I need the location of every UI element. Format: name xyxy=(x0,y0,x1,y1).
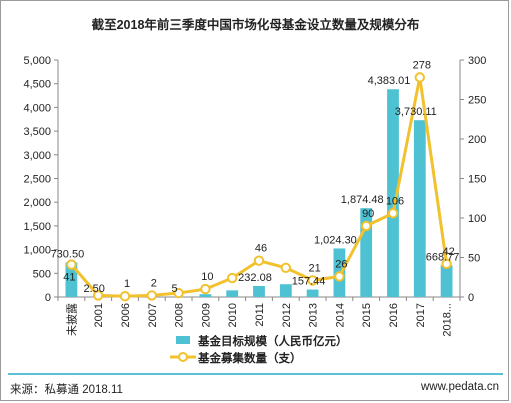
line-value-label: 10 xyxy=(201,271,213,283)
left-axis-tick-label: 500 xyxy=(33,268,51,280)
line-point xyxy=(361,220,372,232)
left-axis-tick-label: 1,500 xyxy=(23,221,51,233)
line-point xyxy=(334,271,345,282)
left-axis-tick-label: 0 xyxy=(45,292,51,304)
legend-bar-label: 基金目标规模（人民币亿元） xyxy=(197,334,348,348)
line-point xyxy=(387,208,399,219)
bar-value-label: 730.50 xyxy=(51,248,85,260)
bar-value-label: 5 xyxy=(172,283,178,295)
line-point xyxy=(146,290,158,301)
legend-line-marker xyxy=(178,352,188,362)
x-axis-tick-label: 2018... xyxy=(442,303,454,337)
line-point xyxy=(173,287,184,299)
bar-value-label: 668.77 xyxy=(426,251,460,263)
line-value-label: 106 xyxy=(386,195,404,207)
right-axis-tick-label: 200 xyxy=(468,134,486,146)
line-point xyxy=(93,290,104,301)
bar xyxy=(279,284,292,297)
line-value-label: 41 xyxy=(63,272,75,284)
line-value-label: 42 xyxy=(442,246,454,258)
x-axis-tick-label: 2007 xyxy=(147,303,159,327)
left-axis-tick-label: 4,500 xyxy=(23,79,51,91)
bar-value-label: 157.44 xyxy=(292,276,326,288)
x-axis-tick-label: 2006 xyxy=(120,303,132,327)
bar-value-label: 2.50 xyxy=(83,283,104,295)
right-axis-tick-label: 50 xyxy=(468,253,480,265)
x-axis-tick-label: 2017 xyxy=(415,303,427,327)
x-axis-tick-label: 2014 xyxy=(334,303,346,327)
x-axis-tick-label: 2011 xyxy=(254,303,266,327)
line-series xyxy=(66,72,452,302)
left-axis-tick-label: 2,000 xyxy=(23,197,51,209)
left-axis-tick-label: 1,000 xyxy=(23,245,51,257)
bar xyxy=(199,294,212,297)
bar-value-label: 1,874.48 xyxy=(341,194,384,206)
line-value-label: 46 xyxy=(255,243,267,255)
line-value-label: 90 xyxy=(362,208,374,220)
source-text: 来源：私募通 2018.11 xyxy=(10,384,123,396)
right-axis-tick-label: 300 xyxy=(468,55,486,67)
line-value-label: 278 xyxy=(413,59,431,71)
left-axis-tick-label: 2,500 xyxy=(23,174,51,186)
line-value-label: 21 xyxy=(308,262,320,274)
x-axis-tick-label: 2010 xyxy=(227,303,239,327)
bar xyxy=(65,262,78,297)
line-point xyxy=(227,272,238,284)
legend: 基金目标规模（人民币亿元） 基金募集数量（支） xyxy=(170,334,348,365)
right-axis-tick-label: 100 xyxy=(468,213,486,225)
x-axis-tick-label: 2015 xyxy=(361,303,373,327)
line-value-label: 26 xyxy=(335,258,347,270)
x-axis-tick-label: 2001 xyxy=(93,303,105,327)
bar xyxy=(306,289,319,297)
data-labels: 730.50 2.50 5 232.08 157.44 1,024.30 1,874.48 4… xyxy=(51,59,460,295)
x-axis-tick-label: 未披露 xyxy=(64,303,78,336)
x-axis-tick-label: 2012 xyxy=(281,303,293,327)
bar-value-label: 1,024.30 xyxy=(314,234,357,246)
left-axis-tick-label: 3,000 xyxy=(23,150,51,162)
right-axis-tick-label: 150 xyxy=(468,174,486,186)
right-axis-tick-label: 0 xyxy=(468,292,474,304)
bar xyxy=(360,208,373,297)
x-axis-tick-label: 2013 xyxy=(308,303,320,327)
chart-title: 截至2018年前三季度中国市场化母基金设立数量及规模分布 xyxy=(91,18,420,32)
left-axis-tick-label: 3,500 xyxy=(23,126,51,138)
left-axis-tick-label: 4,000 xyxy=(23,102,51,114)
line-point xyxy=(441,258,452,270)
line-point xyxy=(119,291,131,302)
footer-divider xyxy=(8,373,503,375)
line-value-label: 2 xyxy=(151,277,157,289)
website-text: www.pedata.cn xyxy=(421,381,499,393)
x-axis-tick-label: 2008 xyxy=(174,303,186,327)
line-point xyxy=(307,275,318,286)
line-value-label: 1 xyxy=(124,278,130,290)
line-point xyxy=(414,72,425,83)
legend-line-label: 基金募集数量（支） xyxy=(197,351,302,365)
line-point xyxy=(66,259,77,270)
bar xyxy=(440,265,453,297)
bar xyxy=(413,120,426,298)
legend-bar-swatch xyxy=(176,336,190,344)
bar-value-label: 232.08 xyxy=(238,272,272,284)
bar-value-label: 4,383.01 xyxy=(368,75,411,87)
bar xyxy=(226,290,239,297)
line-point xyxy=(253,255,265,266)
right-axis-tick-label: 250 xyxy=(468,95,486,107)
bar-value-label: 3,730.11 xyxy=(395,106,437,118)
bar xyxy=(253,285,265,297)
bar xyxy=(387,89,399,297)
left-axis-tick-label: 5,000 xyxy=(23,55,51,67)
x-axis-tick-label: 2016 xyxy=(388,303,400,327)
x-axis-tick-label: 2009 xyxy=(200,303,212,327)
line-point xyxy=(200,283,211,295)
line-point xyxy=(280,262,291,273)
